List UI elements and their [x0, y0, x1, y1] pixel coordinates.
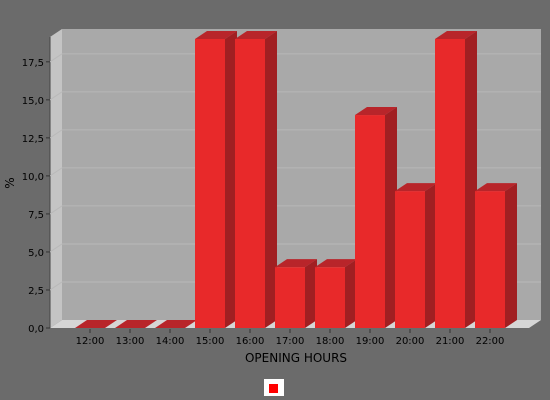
grid-line-side	[49, 205, 63, 215]
x-tick-label: 19:00	[356, 336, 385, 347]
bar-side	[425, 183, 437, 328]
x-tick-label: 20:00	[396, 336, 425, 347]
y-tick-label: 5,0	[28, 248, 44, 259]
grid-line-side	[49, 167, 63, 177]
bar-top	[395, 183, 437, 192]
bar-front	[195, 39, 225, 328]
x-tick-label: 15:00	[196, 336, 225, 347]
grid-line-side	[49, 53, 63, 63]
y-tick-label: 17,5	[22, 58, 44, 69]
x-tick-label: 17:00	[276, 336, 305, 347]
bar-14:00	[155, 320, 197, 328]
bar-front	[235, 39, 265, 328]
x-axis-ticks: 12:00 13:00 14:00 15:00 16:00 17:00 18:00 19:00…	[76, 329, 505, 347]
x-tick-label: 18:00	[316, 336, 345, 347]
y-axis-ticks: 0,0 2,5 5,0 7,5 10,0 12,5 15,0 17,5	[22, 58, 50, 335]
y-tick-label: 15,0	[22, 96, 44, 107]
bar-front	[475, 191, 505, 328]
bar-side	[265, 31, 277, 328]
bar-front	[395, 191, 425, 328]
grid-line-side	[49, 129, 63, 139]
bar-top	[315, 259, 357, 268]
y-axis-title: %	[3, 177, 17, 188]
x-tick-label: 22:00	[476, 336, 505, 347]
bar-top	[75, 320, 117, 328]
bar-side	[225, 31, 237, 328]
legend	[264, 379, 284, 396]
y-tick-label: 10,0	[22, 172, 44, 183]
legend-swatch	[269, 384, 278, 393]
x-tick-label: 14:00	[156, 336, 185, 347]
y-tick-label: 12,5	[22, 134, 44, 145]
bar-19:00	[355, 107, 397, 328]
plot-left-wall	[50, 29, 62, 328]
x-tick-label: 12:00	[76, 336, 105, 347]
bar-top	[435, 31, 477, 39]
bar-top	[275, 259, 317, 268]
bar-front	[435, 39, 465, 328]
bar-top	[235, 31, 277, 39]
bar-16:00	[235, 31, 277, 328]
bar-21:00	[435, 31, 477, 328]
bar-22:00	[475, 183, 517, 328]
bar-front	[275, 267, 305, 328]
bar-top	[355, 107, 397, 116]
grid-line-side	[49, 91, 63, 101]
bar-top	[475, 183, 517, 192]
bar-15:00	[195, 31, 237, 328]
bar-12:00	[75, 320, 117, 328]
y-tick-label: 2,5	[28, 286, 44, 297]
x-axis-title: OPENING HOURS	[245, 351, 347, 365]
grid-line-side	[49, 243, 63, 253]
bar-side	[465, 31, 477, 328]
bar-20:00	[395, 183, 437, 328]
bar-front	[355, 115, 385, 328]
bar-top	[115, 320, 157, 328]
bar-side	[305, 259, 317, 328]
bar-top	[155, 320, 197, 328]
bar-top	[195, 31, 237, 39]
x-tick-label: 21:00	[436, 336, 465, 347]
bar-front	[315, 267, 345, 328]
bar-side	[385, 107, 397, 328]
bars	[75, 31, 517, 328]
x-tick-label: 16:00	[236, 336, 265, 347]
bar-13:00	[115, 320, 157, 328]
bar-side	[345, 259, 357, 328]
bar-17:00	[275, 259, 317, 328]
y-tick-label: 0,0	[28, 324, 44, 335]
bar-side	[505, 183, 517, 328]
bar-18:00	[315, 259, 357, 328]
x-tick-label: 13:00	[116, 336, 145, 347]
grid-line-side	[49, 281, 63, 291]
y-tick-label: 7,5	[28, 210, 44, 221]
